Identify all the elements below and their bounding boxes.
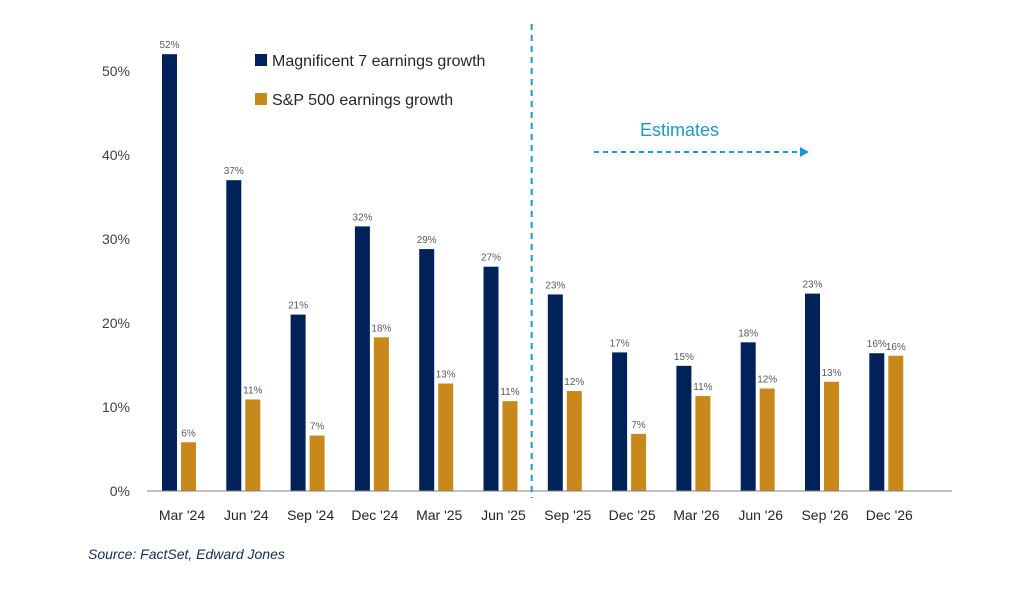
x-tick-label: Jun '24: [224, 507, 269, 523]
bar-mag7: [419, 249, 435, 491]
bar-mag7: [226, 180, 242, 491]
y-axis: 0% 10% 20% 30% 40% 50%: [102, 63, 130, 499]
data-label: 23%: [545, 280, 565, 291]
estimates-arrow-head: [800, 147, 809, 157]
data-label: 21%: [288, 301, 308, 312]
data-label: 29%: [417, 235, 437, 246]
data-label: 13%: [436, 369, 456, 380]
data-label: 18%: [371, 323, 391, 334]
bar-sp500: [824, 381, 839, 491]
y-tick-label: 10%: [102, 399, 130, 415]
data-label: 27%: [481, 253, 501, 264]
bar-mag7: [869, 353, 885, 491]
x-tick-label: Dec '26: [866, 507, 913, 523]
x-tick-label: Dec '25: [609, 507, 656, 523]
bar-mag7: [162, 54, 177, 491]
bar-sp500: [759, 388, 775, 491]
bars: [162, 54, 904, 491]
x-tick-label: Jun '26: [738, 507, 783, 523]
data-label: 37%: [224, 166, 244, 177]
y-tick-label: 50%: [102, 63, 130, 79]
bar-mag7: [483, 266, 499, 491]
bar-sp500: [695, 396, 711, 491]
x-tick-label: Jun '25: [481, 507, 526, 523]
bar-sp500: [888, 355, 904, 491]
x-tick-label: Mar '24: [159, 507, 205, 523]
data-label: 7%: [631, 420, 646, 431]
x-tick-label: Mar '25: [416, 507, 462, 523]
data-label: 6%: [181, 428, 196, 439]
bar-mag7: [805, 293, 820, 491]
estimates-annotation: Estimates: [594, 120, 809, 157]
data-label: 11%: [243, 385, 262, 396]
y-tick-label: 20%: [102, 315, 130, 331]
legend-swatch-sp500: [255, 93, 267, 105]
x-tick-label: Sep '24: [287, 507, 334, 523]
data-labels: 52% 6% 37% 11% 21% 7% 32% 18% 29% 13% 27% 11% 23% 12%…: [159, 40, 905, 439]
bar-sp500: [566, 391, 582, 491]
x-axis: Mar '24 Jun '24 Sep '24 Dec '24 Mar '25 Jun '…: [147, 490, 952, 523]
legend-label-mag7: Magnificent 7 earnings growth: [272, 53, 485, 70]
bar-sp500: [373, 337, 389, 491]
x-tick-label: Dec '24: [351, 507, 398, 523]
data-label: 17%: [610, 338, 630, 349]
bar-mag7: [740, 342, 756, 491]
data-label: 23%: [802, 280, 822, 291]
bar-sp500: [245, 399, 261, 491]
data-label: 16%: [886, 342, 906, 353]
data-label: 15%: [674, 352, 694, 363]
source-note: Source: FactSet, Edward Jones: [88, 546, 285, 562]
x-tick-label: Sep '25: [544, 507, 591, 523]
bar-sp500: [631, 433, 647, 491]
legend-swatch-mag7: [255, 54, 267, 66]
data-label: 7%: [310, 422, 325, 433]
bar-sp500: [438, 383, 454, 491]
legend-label-sp500: S&P 500 earnings growth: [272, 92, 453, 109]
data-label: 18%: [738, 328, 758, 339]
bar-mag7: [290, 314, 306, 491]
bar-mag7: [612, 352, 628, 491]
estimates-label: Estimates: [640, 120, 719, 140]
bar-sp500: [181, 442, 196, 491]
y-tick-label: 0%: [110, 483, 130, 499]
bar-sp500: [309, 435, 325, 491]
data-label: 11%: [500, 387, 519, 398]
data-label: 16%: [867, 339, 887, 350]
y-tick-label: 30%: [102, 231, 130, 247]
y-tick-label: 40%: [102, 147, 130, 163]
x-tick-label: Mar '26: [673, 507, 719, 523]
bar-mag7: [676, 365, 692, 491]
data-label: 52%: [159, 40, 179, 51]
legend: Magnificent 7 earnings growth S&P 500 ea…: [255, 53, 485, 109]
bar-mag7: [354, 226, 370, 491]
data-label: 32%: [352, 212, 372, 223]
x-tick-label: Sep '26: [801, 507, 848, 523]
data-label: 12%: [757, 375, 777, 386]
data-label: 11%: [693, 382, 712, 393]
data-label: 13%: [821, 368, 841, 379]
bar-mag7: [547, 294, 563, 491]
bar-sp500: [502, 401, 518, 491]
data-label: 12%: [564, 377, 584, 388]
